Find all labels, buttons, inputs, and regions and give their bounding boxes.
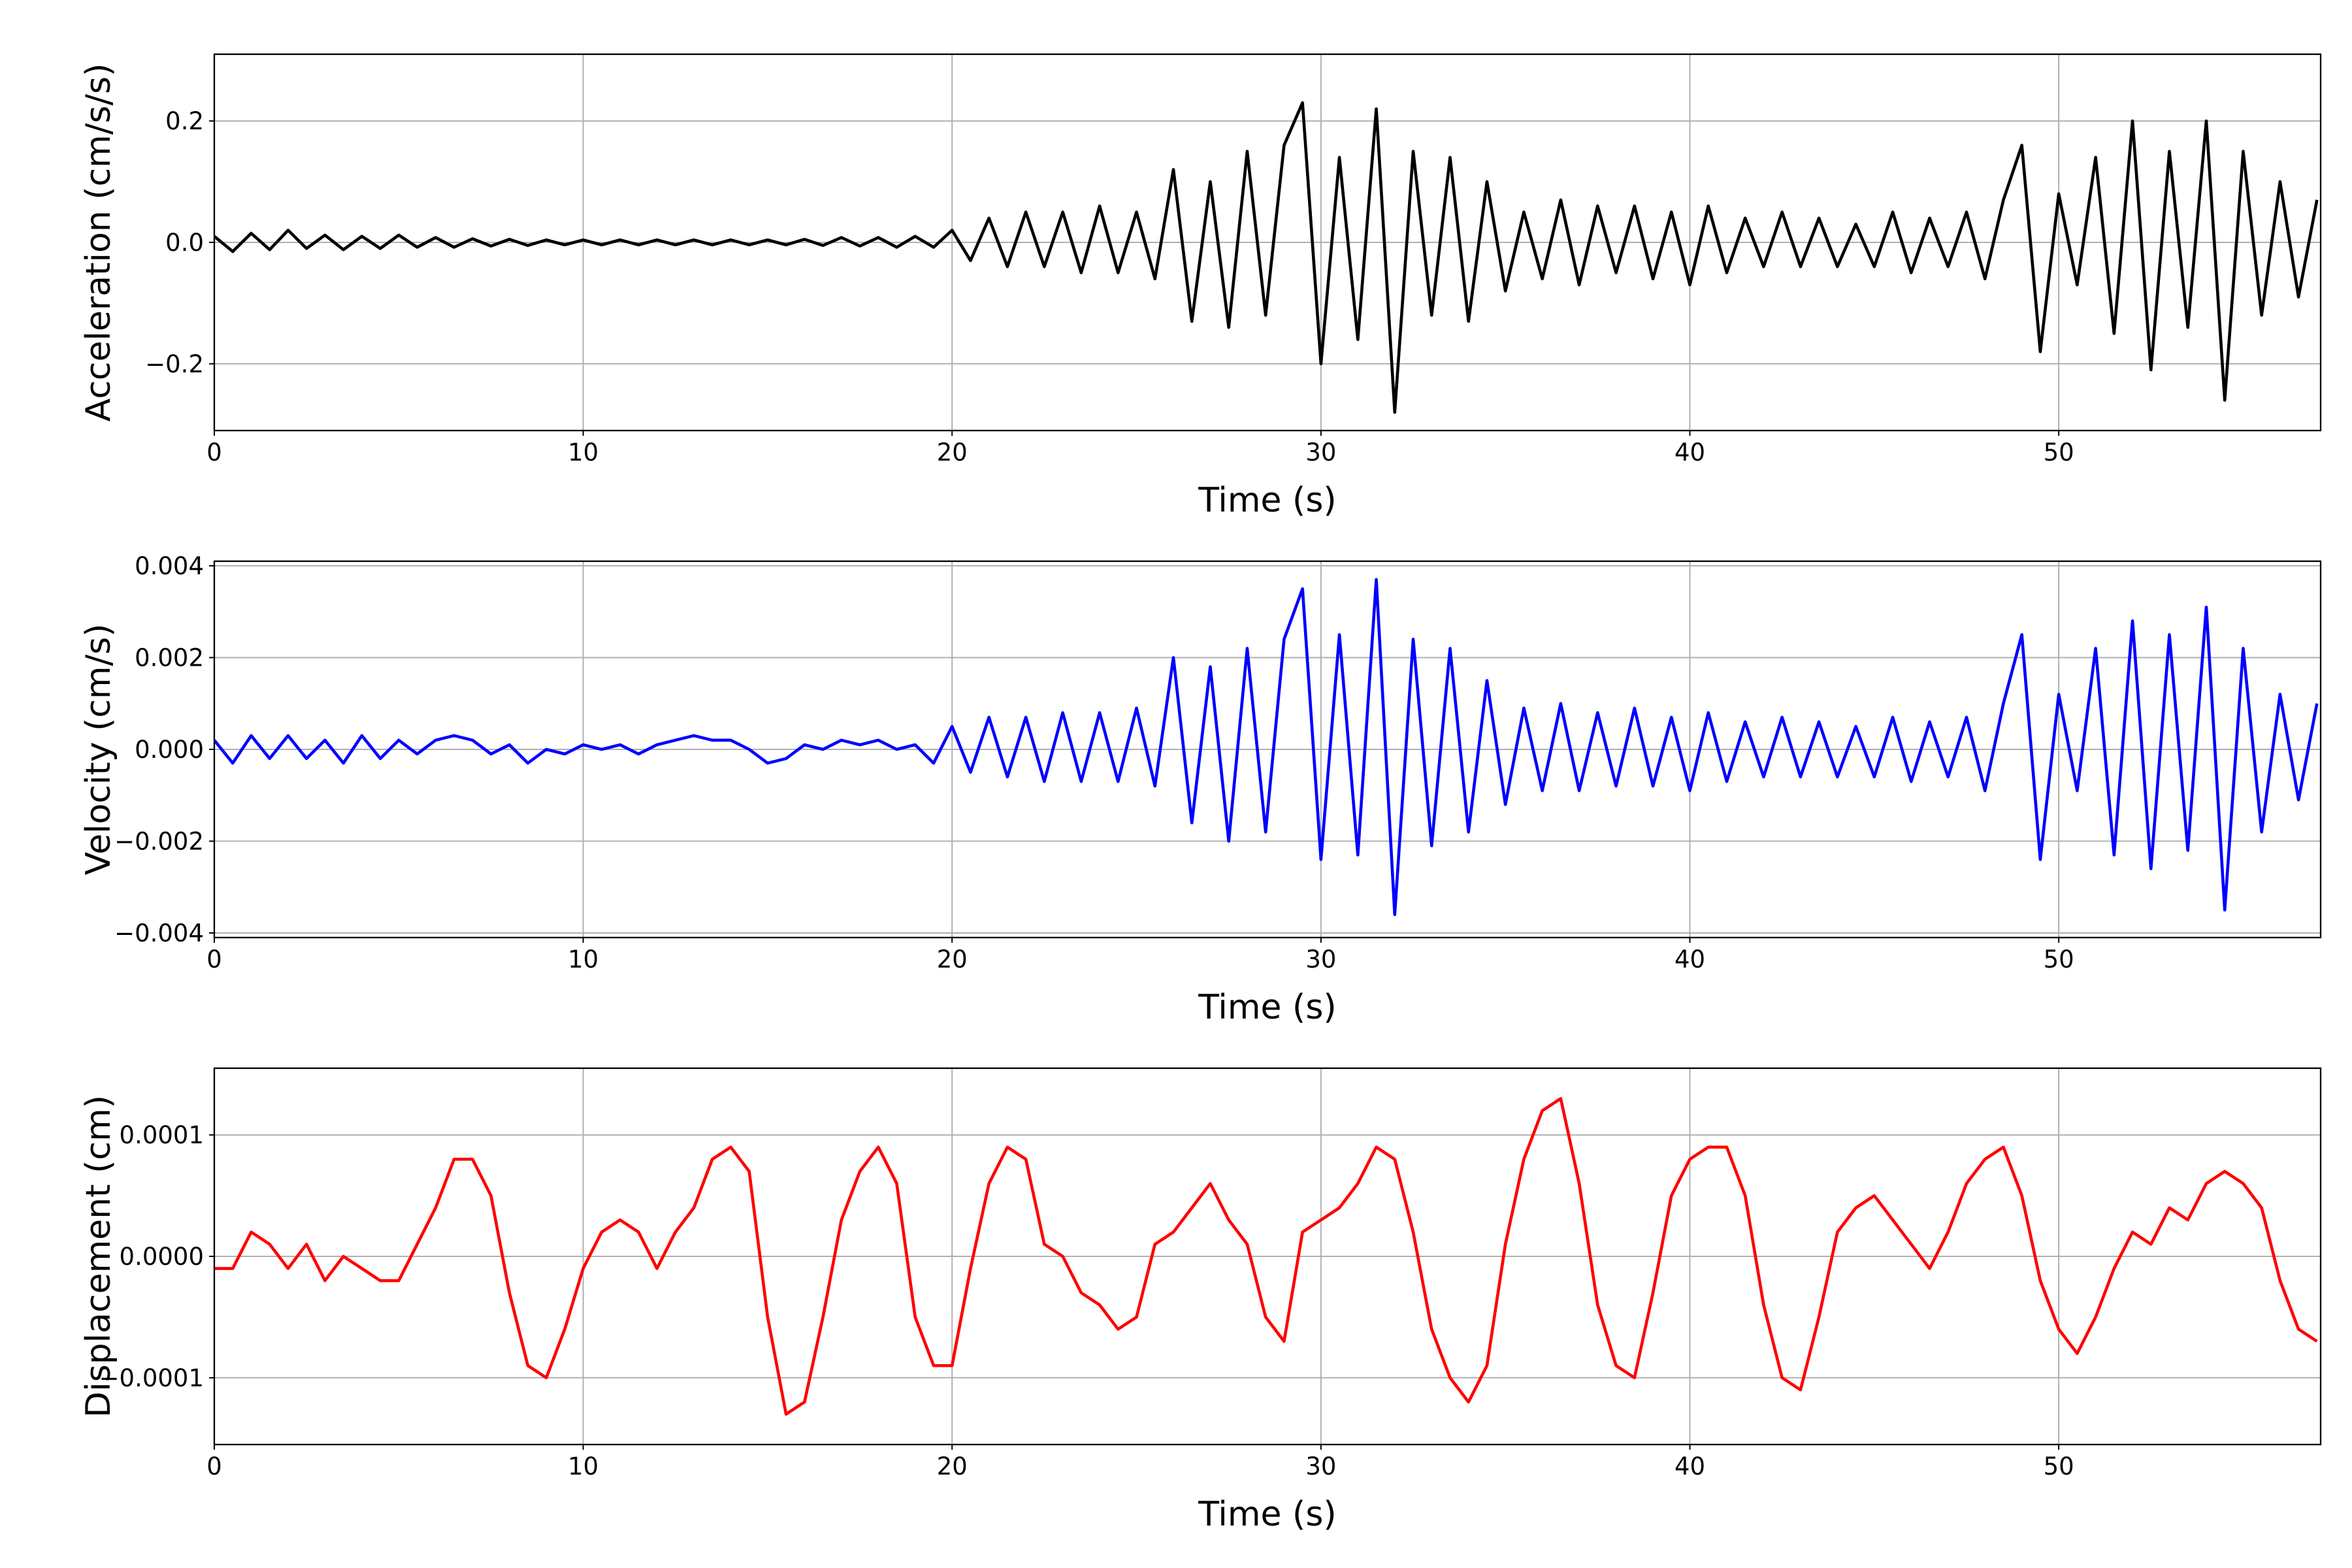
data-line (214, 578, 2319, 917)
y-tick-label: 0.000 (135, 736, 204, 764)
x-tick-label: 50 (2044, 1452, 2074, 1480)
subplot: 0 10 20 30 40 50 −0.2 0.0 0.2 Time (s) Acceleratio… (79, 53, 2322, 520)
y-tick-label: −0.0001 (99, 1364, 204, 1392)
x-tick-label: 40 (1674, 438, 1705, 466)
x-axis-label: Time (s) (1198, 1495, 1336, 1534)
x-tick-label: 10 (568, 438, 598, 466)
x-tick-label: 30 (1305, 438, 1336, 466)
y-axis-label: Velocity (cm/s) (79, 624, 118, 875)
axes-frame (213, 1067, 2322, 1446)
x-tick-label: 50 (2044, 945, 2074, 973)
y-tick-label: 0.2 (165, 107, 204, 135)
x-tick-label: 40 (1674, 945, 1705, 973)
y-tick-label: 0.004 (135, 552, 204, 580)
x-axis-label: Time (s) (1198, 988, 1336, 1027)
axes-frame (213, 53, 2322, 432)
x-tick-label: 0 (206, 1452, 222, 1480)
x-tick-label: 0 (206, 438, 222, 466)
y-tick-label: −0.004 (114, 919, 204, 947)
x-axis-label: Time (s) (1198, 481, 1336, 520)
data-line (214, 101, 2319, 414)
y-tick-label: 0.0000 (120, 1243, 204, 1271)
x-tick-label: 30 (1305, 945, 1336, 973)
x-tick-label: 20 (937, 1452, 968, 1480)
data-line (214, 1097, 2318, 1416)
x-tick-label: 10 (568, 945, 598, 973)
x-tick-label: 40 (1674, 1452, 1705, 1480)
y-axis-label: Acceleration (cm/s/s) (79, 63, 118, 422)
x-tick-label: 10 (568, 1452, 598, 1480)
y-axis-label: Displacement (cm) (79, 1095, 118, 1418)
y-tick-label: 0.0001 (120, 1121, 204, 1149)
x-tick-label: 50 (2044, 438, 2074, 466)
y-tick-label: −0.002 (114, 827, 204, 855)
x-tick-label: 0 (206, 945, 222, 973)
y-tick-label: −0.2 (145, 350, 204, 378)
x-tick-label: 20 (937, 945, 968, 973)
x-tick-label: 30 (1305, 1452, 1336, 1480)
subplot: 0 10 20 30 40 50 −0.0001 0.0000 0.0001 Time (s) Di… (79, 1067, 2322, 1534)
y-tick-label: 0.002 (135, 644, 204, 672)
y-tick-label: 0.0 (165, 229, 204, 257)
x-tick-label: 20 (937, 438, 968, 466)
subplot: 0 10 20 30 40 50 −0.004 −0.002 0.000 0.002 0.004 Ti… (79, 552, 2322, 1027)
axes-frame (213, 560, 2322, 939)
